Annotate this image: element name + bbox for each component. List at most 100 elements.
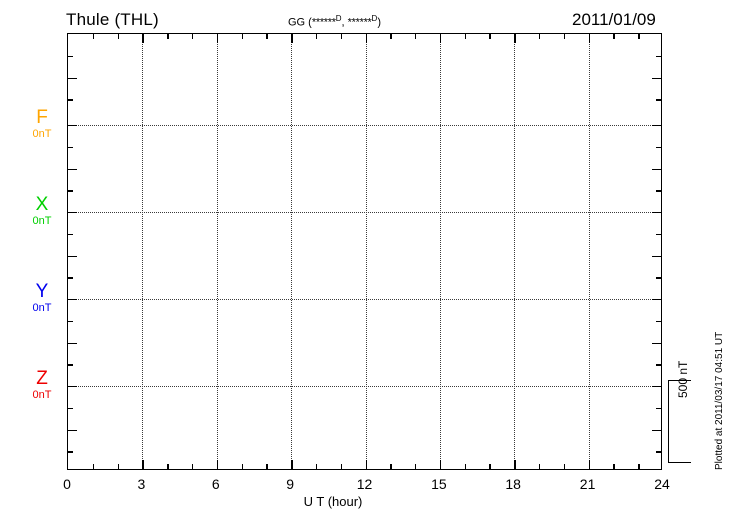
axis-tick-left bbox=[68, 55, 73, 58]
component-symbol-y: Y bbox=[35, 281, 49, 302]
axis-tick-right bbox=[652, 255, 661, 257]
axis-tick-right bbox=[656, 364, 661, 366]
axis-tick-top bbox=[167, 34, 169, 39]
scale-bar bbox=[668, 380, 692, 463]
axis-tick-left bbox=[68, 125, 77, 127]
component-label-f: F 0nT bbox=[18, 108, 66, 141]
coordinate-label: GG (******D, ******D) bbox=[288, 14, 381, 29]
axis-tick-bottom bbox=[415, 464, 417, 469]
axis-tick-right bbox=[652, 77, 661, 79]
plotted-timestamp: Plotted at 2011/03/17 04:51 UT bbox=[714, 331, 725, 470]
xtick-label: 18 bbox=[505, 476, 521, 492]
axis-tick-right bbox=[656, 233, 661, 236]
axis-tick-bottom bbox=[191, 464, 194, 469]
component-label-x: X 0nT bbox=[18, 195, 66, 228]
axis-tick-top bbox=[340, 34, 343, 39]
component-baseline-x: 0nT bbox=[32, 215, 52, 227]
axis-tick-top bbox=[266, 34, 268, 39]
axis-tick-bottom bbox=[291, 460, 293, 469]
axis-tick-top bbox=[191, 34, 194, 39]
coordinate-system-label: GG bbox=[288, 16, 306, 29]
axis-tick-bottom bbox=[315, 464, 318, 469]
axis-tick-bottom bbox=[365, 460, 367, 469]
axis-tick-bottom bbox=[464, 464, 467, 469]
axis-tick-top bbox=[241, 34, 243, 39]
axis-tick-left bbox=[68, 99, 73, 101]
scale-bar-line bbox=[668, 380, 670, 463]
xtick-label: 3 bbox=[137, 476, 146, 492]
axis-tick-left bbox=[68, 407, 73, 410]
scale-bar-top-cap bbox=[668, 380, 691, 382]
axis-tick-top bbox=[415, 34, 417, 39]
axis-tick-right bbox=[652, 299, 661, 301]
gridline-vertical-3h bbox=[142, 34, 144, 469]
axis-tick-top bbox=[539, 34, 541, 39]
baseline-gridline-y bbox=[68, 299, 661, 300]
xtick-label: 0 bbox=[63, 476, 71, 492]
axis-tick-right bbox=[656, 146, 661, 149]
axis-tick-top bbox=[514, 34, 516, 43]
xtick-label: 15 bbox=[431, 476, 447, 492]
axis-tick-left bbox=[68, 451, 73, 453]
axis-tick-left bbox=[68, 386, 77, 388]
coordinate-latitude-value: ****** bbox=[311, 16, 336, 29]
axis-tick-right bbox=[652, 168, 661, 170]
axis-tick-bottom bbox=[216, 460, 219, 469]
axis-tick-bottom bbox=[439, 460, 442, 469]
axis-tick-left bbox=[68, 299, 77, 301]
axis-tick-top bbox=[117, 34, 119, 39]
gridline-vertical-18h bbox=[514, 34, 516, 469]
coordinate-longitude-value: ****** bbox=[347, 16, 372, 29]
coordinate-latitude-degree-icon: D bbox=[335, 14, 342, 23]
x-axis-title: U T (hour) bbox=[0, 494, 730, 509]
axis-tick-left bbox=[68, 77, 77, 79]
axis-tick-right bbox=[656, 320, 661, 323]
axis-tick-right bbox=[656, 277, 661, 279]
component-symbol-f: F bbox=[36, 107, 48, 128]
axis-tick-top bbox=[390, 34, 392, 39]
axis-tick-bottom bbox=[489, 464, 491, 469]
xtick-label: 12 bbox=[356, 476, 373, 492]
station-title: Thule (THL) bbox=[66, 10, 159, 29]
axis-tick-top bbox=[365, 34, 367, 43]
axis-tick-right bbox=[652, 386, 661, 388]
axis-tick-right bbox=[652, 342, 661, 344]
axis-tick-left bbox=[68, 233, 73, 236]
xtick-label: 6 bbox=[211, 476, 220, 492]
plot-frame bbox=[67, 33, 662, 470]
component-baseline-f: 0nT bbox=[32, 128, 52, 140]
gridline-vertical-12h bbox=[365, 34, 367, 469]
axis-tick-bottom bbox=[142, 460, 144, 469]
axis-tick-left bbox=[68, 342, 77, 344]
gridline-vertical-9h bbox=[291, 34, 293, 469]
xtick-label: 21 bbox=[579, 476, 596, 492]
axis-tick-top bbox=[638, 34, 640, 39]
x-axis-title-text: U T (hour) bbox=[303, 494, 363, 509]
axis-tick-top bbox=[291, 34, 293, 43]
axis-tick-top bbox=[613, 34, 615, 39]
axis-tick-left bbox=[68, 277, 73, 279]
axis-tick-top bbox=[315, 34, 318, 39]
component-label-z: Z 0nT bbox=[18, 369, 66, 402]
component-symbol-z: Z bbox=[36, 368, 48, 389]
axis-tick-bottom bbox=[588, 460, 590, 469]
axis-tick-right bbox=[656, 55, 661, 58]
axis-tick-bottom bbox=[613, 464, 615, 469]
axis-tick-right bbox=[652, 125, 661, 127]
axis-tick-bottom bbox=[390, 464, 392, 469]
baseline-gridline-f bbox=[68, 125, 661, 126]
axis-tick-bottom bbox=[167, 464, 169, 469]
axis-tick-left bbox=[68, 212, 77, 214]
axis-tick-top bbox=[563, 34, 566, 39]
xtick-label: 24 bbox=[654, 476, 670, 492]
axis-tick-right bbox=[656, 190, 661, 192]
coordinate-close-paren: ) bbox=[377, 16, 381, 29]
coordinate-separator: , bbox=[341, 16, 348, 29]
coordinate-longitude-degree-icon: D bbox=[371, 14, 378, 23]
gridline-vertical-6h bbox=[216, 34, 218, 469]
axis-tick-right bbox=[656, 451, 661, 453]
axis-tick-top bbox=[489, 34, 491, 39]
coordinate-open-paren: ( bbox=[305, 16, 312, 29]
axis-tick-bottom bbox=[117, 464, 119, 469]
